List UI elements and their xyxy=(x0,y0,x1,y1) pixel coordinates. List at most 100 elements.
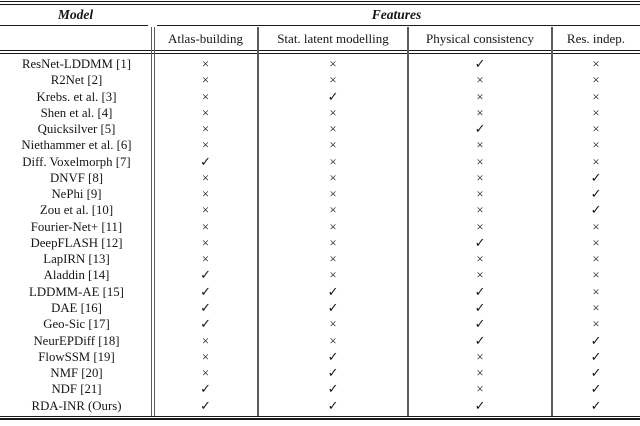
physical-consistency-mark-cell: ✓ xyxy=(474,333,486,348)
stat-latent-mark-cell: × xyxy=(329,268,337,283)
vline-physical-resindep xyxy=(551,27,553,416)
res-indep-mark-cell: × xyxy=(592,154,600,169)
physical-consistency-mark-cell: × xyxy=(476,89,484,104)
physical-consistency-mark-cell: × xyxy=(476,138,484,153)
model-name-cell: FlowSSM [19] xyxy=(38,349,115,364)
table-row: NeurEPDiff [18] × × ✓ ✓ xyxy=(0,333,640,349)
model-name-cell: NeurEPDiff [18] xyxy=(33,333,120,348)
model-name-cell: Diff. Voxelmorph [7] xyxy=(22,154,131,169)
table-row: LDDMM-AE [15] ✓ ✓ ✓ × xyxy=(0,284,640,300)
table-row: Krebs. et al. [3] × ✓ × × xyxy=(0,89,640,105)
atlas-building-mark-cell: ✓ xyxy=(200,398,211,413)
table-row: RDA-INR (Ours) ✓ ✓ ✓ ✓ xyxy=(0,398,640,414)
atlas-building-mark-cell: × xyxy=(201,105,210,120)
table-row: Aladdin [14] ✓ × × × xyxy=(0,267,640,283)
physical-consistency-mark-cell: × xyxy=(476,105,484,120)
bottom-rule-upper xyxy=(0,415,640,417)
physical-consistency-mark-cell: ✓ xyxy=(474,300,486,315)
stat-latent-mark-cell: × xyxy=(329,187,337,202)
res-indep-mark-cell: × xyxy=(592,317,600,332)
table-row: ResNet-LDDMM [1] × × ✓ × xyxy=(0,56,640,72)
atlas-building-mark-cell: × xyxy=(201,73,210,88)
table-body: ResNet-LDDMM [1] × × ✓ × R2Net [2] × × ×… xyxy=(0,56,640,414)
res-indep-mark-cell: ✓ xyxy=(590,333,602,348)
res-indep-mark-cell: ✓ xyxy=(590,398,602,413)
column-header-res-indep: Res. indep. xyxy=(566,31,626,46)
stat-latent-mark-cell: × xyxy=(329,317,337,332)
header-separator-rule-lower xyxy=(0,52,640,55)
stat-latent-mark-cell: ✓ xyxy=(327,300,339,315)
features-group-header: Features xyxy=(371,7,422,22)
physical-consistency-mark-cell: × xyxy=(476,252,484,267)
atlas-building-mark-cell: ✓ xyxy=(200,317,211,332)
table-row: Fourier-Net+ [11] × × × × xyxy=(0,219,640,235)
table-row: DeepFLASH [12] × × ✓ × xyxy=(0,235,640,251)
res-indep-mark-cell: ✓ xyxy=(590,349,602,364)
stat-latent-mark-cell: ✓ xyxy=(327,89,339,104)
model-name-cell: NePhi [9] xyxy=(51,187,102,202)
features-cmidrule xyxy=(157,25,640,27)
vline-stat-physical xyxy=(407,27,409,416)
table-row: R2Net [2] × × × × xyxy=(0,72,640,88)
physical-consistency-mark-cell: × xyxy=(476,154,484,169)
table-row: Diff. Voxelmorph [7] ✓ × × × xyxy=(0,154,640,170)
atlas-building-mark-cell: × xyxy=(201,187,210,202)
table-row: Quicksilver [5] × × ✓ × xyxy=(0,121,640,137)
stat-latent-mark-cell: ✓ xyxy=(327,349,339,364)
atlas-building-mark-cell: × xyxy=(201,89,210,104)
res-indep-mark-cell: × xyxy=(592,284,600,299)
atlas-building-mark-cell: × xyxy=(201,333,210,348)
model-name-cell: NMF [20] xyxy=(50,366,103,381)
model-name-cell: LapIRN [13] xyxy=(43,252,110,267)
physical-consistency-mark-cell: × xyxy=(476,203,484,218)
model-name-cell: NDF [21] xyxy=(51,382,102,397)
res-indep-mark-cell: ✓ xyxy=(590,366,602,381)
physical-consistency-mark-cell: × xyxy=(476,349,484,364)
model-name-cell: ResNet-LDDMM [1] xyxy=(21,57,132,71)
stat-latent-mark-cell: ✓ xyxy=(327,398,339,413)
physical-consistency-mark-cell: ✓ xyxy=(474,122,486,137)
atlas-building-mark-cell: ✓ xyxy=(200,284,211,299)
atlas-building-mark-cell: × xyxy=(201,252,210,267)
atlas-building-mark-cell: ✓ xyxy=(200,382,211,397)
res-indep-mark-cell: × xyxy=(592,268,600,283)
res-indep-mark-cell: ✓ xyxy=(590,187,602,202)
atlas-building-mark-cell: × xyxy=(201,57,210,71)
res-indep-mark-cell: × xyxy=(592,73,600,88)
stat-latent-mark-cell: × xyxy=(329,252,337,267)
stat-latent-mark-cell: × xyxy=(329,219,337,234)
physical-consistency-mark-cell: × xyxy=(476,268,484,283)
table-row: Niethammer et al. [6] × × × × xyxy=(0,137,640,153)
res-indep-mark-cell: × xyxy=(592,89,600,104)
table-row: DNVF [8] × × × ✓ xyxy=(0,170,640,186)
model-double-vline-right xyxy=(154,27,156,416)
model-name-cell: Shen et al. [4] xyxy=(40,105,113,120)
physical-consistency-mark-cell: × xyxy=(476,187,484,202)
stat-latent-mark-cell: ✓ xyxy=(327,284,339,299)
model-name-cell: DeepFLASH [12] xyxy=(30,235,123,250)
atlas-building-mark-cell: × xyxy=(201,349,210,364)
stat-latent-mark-cell: ✓ xyxy=(327,382,339,397)
res-indep-mark-cell: × xyxy=(592,300,600,315)
table-row: NMF [20] × ✓ × ✓ xyxy=(0,365,640,381)
model-name-cell: Quicksilver [5] xyxy=(37,122,116,137)
physical-consistency-mark-cell: ✓ xyxy=(474,284,486,299)
res-indep-mark-cell: × xyxy=(592,138,600,153)
table-row: Geo-Sic [17] ✓ × ✓ × xyxy=(0,316,640,332)
atlas-building-mark-cell: ✓ xyxy=(200,268,211,283)
table-row: FlowSSM [19] × ✓ × ✓ xyxy=(0,349,640,365)
stat-latent-mark-cell: × xyxy=(329,105,337,120)
res-indep-mark-cell: ✓ xyxy=(590,203,602,218)
stat-latent-mark-cell: × xyxy=(329,333,337,348)
model-name-cell: Krebs. et al. [3] xyxy=(36,89,117,104)
model-column-header: Model xyxy=(57,7,94,22)
stat-latent-mark-cell: × xyxy=(329,73,337,88)
physical-consistency-mark-cell: × xyxy=(476,382,484,397)
stat-latent-mark-cell: × xyxy=(329,203,337,218)
atlas-building-mark-cell: × xyxy=(201,219,210,234)
stat-latent-mark-cell: × xyxy=(329,122,337,137)
model-name-cell: DAE [16] xyxy=(51,300,102,315)
res-indep-mark-cell: × xyxy=(592,57,600,71)
res-indep-mark-cell: ✓ xyxy=(590,170,602,185)
physical-consistency-mark-cell: × xyxy=(476,73,484,88)
